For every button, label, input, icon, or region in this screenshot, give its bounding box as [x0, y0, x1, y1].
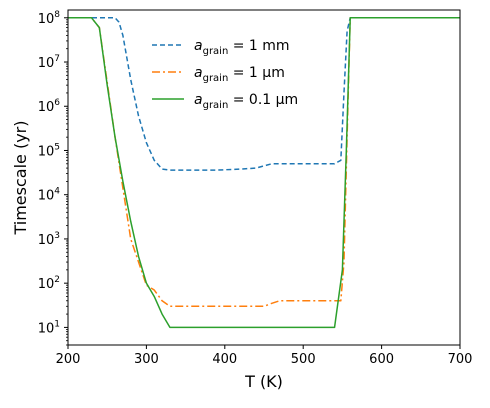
y-tick-label: 103: [38, 231, 60, 248]
y-tick-label: 107: [38, 54, 60, 71]
y-tick-label: 105: [38, 142, 60, 159]
legend-label: agrain = 0.1 μm: [194, 92, 298, 111]
x-tick-label: 600: [369, 352, 394, 367]
y-axis: 101 102 103 104 105 106 107 108: [38, 10, 68, 346]
series-line-2: [68, 17, 460, 308]
legend-label: agrain = 1 μm: [194, 65, 285, 84]
y-tick-label: 104: [38, 187, 61, 204]
y-tick-label: 101: [38, 319, 60, 336]
y-tick-label: 102: [38, 275, 60, 292]
legend-label: agrain = 1 mm: [194, 38, 290, 57]
x-tick-label: 400: [212, 352, 237, 367]
y-tick-label: 106: [38, 98, 61, 115]
x-axis: 200 300 400 500 600 700: [56, 345, 473, 367]
x-tick-label: 200: [56, 352, 81, 367]
plot-frame: [67, 9, 461, 346]
series-line-3: [68, 17, 460, 329]
y-axis-label: Timescale (yr): [11, 121, 30, 236]
legend: agrain = 1 mm agrain = 1 μm agrain = 0.1 μ…: [152, 38, 298, 111]
plot-lines: [68, 17, 460, 329]
y-tick-label: 108: [38, 10, 61, 27]
x-tick-label: 700: [448, 352, 473, 367]
x-tick-label: 500: [291, 352, 316, 367]
x-tick-label: 300: [134, 352, 159, 367]
x-axis-label: T (K): [244, 372, 283, 391]
